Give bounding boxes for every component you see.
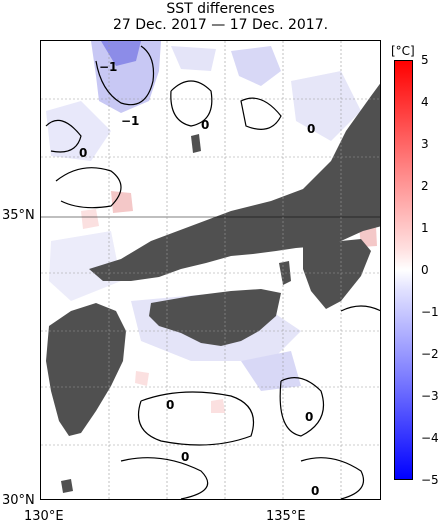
colorbar-tick: 5	[421, 53, 429, 67]
lon-label-135: 135°E	[266, 509, 306, 524]
contour-label: 0	[181, 450, 189, 464]
colorbar-tick: −5	[421, 473, 439, 487]
map-title: SST differences	[166, 1, 275, 17]
colorbar-unit: [°C]	[391, 44, 415, 58]
graticule	[41, 41, 380, 499]
colorbar-tick: 2	[421, 179, 429, 193]
colorbar-tick: 1	[421, 221, 429, 235]
contour-label: 0	[166, 398, 174, 412]
colorbar	[394, 60, 413, 480]
contour-label: 0	[79, 146, 87, 160]
positive-anomaly-patches	[81, 191, 377, 413]
contour-label: 0	[307, 122, 315, 136]
sst-map: −1 −1 0 0 0 0 0 0 0	[40, 40, 381, 500]
contour-label: 0	[311, 484, 319, 498]
date-range: 27 Dec. 2017 — 17 Dec. 2017.	[112, 17, 329, 33]
colorbar-tick: 0	[421, 263, 429, 277]
contour-label: 0	[201, 118, 209, 132]
colorbar-tick: 4	[421, 95, 429, 109]
contour-label: 0	[305, 410, 313, 424]
colorbar-tick: −3	[421, 389, 439, 403]
lat-label-35: 35°N	[2, 208, 35, 223]
colorbar-tick: −1	[421, 305, 439, 319]
contour-label: −1	[121, 114, 139, 128]
contours	[45, 45, 380, 499]
contour-label: −1	[99, 60, 117, 74]
colorbar-tick: −2	[421, 347, 439, 361]
lat-label-30: 30°N	[2, 493, 35, 508]
colorbar-tick: −4	[421, 431, 439, 445]
lon-label-130: 130°E	[24, 509, 64, 524]
colorbar-tick: 3	[421, 137, 429, 151]
land	[46, 83, 380, 493]
